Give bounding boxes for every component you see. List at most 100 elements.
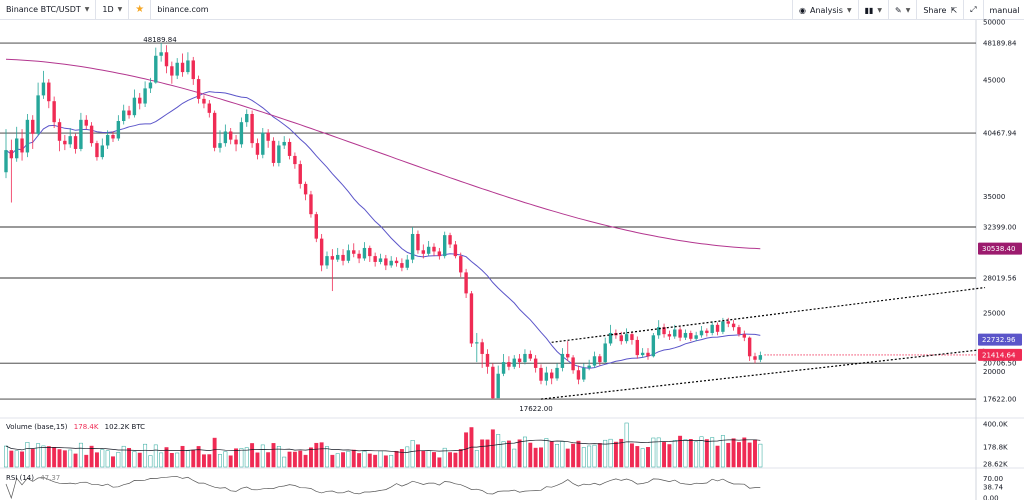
volume-bar xyxy=(592,444,597,468)
bar-style-button[interactable]: ▮▮ ▼ xyxy=(859,0,890,20)
candle-body xyxy=(298,164,302,184)
volume-bar xyxy=(458,449,463,468)
candle-body xyxy=(293,155,297,165)
chevron-down-icon: ▼ xyxy=(846,6,852,14)
volume-bar xyxy=(421,450,426,468)
volume-bar xyxy=(448,452,453,468)
volume-legend: Volume (base,15) 178.4K 102.2K BTC xyxy=(6,423,145,431)
volume-bar xyxy=(164,447,169,468)
candle-body xyxy=(523,353,527,363)
interval-selector[interactable]: 1D ▼ xyxy=(96,0,130,20)
candle-body xyxy=(170,66,174,76)
volume-bar xyxy=(309,447,313,468)
volume-bar xyxy=(405,446,410,468)
candle-body xyxy=(576,370,581,380)
symbol-selector[interactable]: Binance BTC/USDT ▼ xyxy=(0,0,97,20)
volume-bar xyxy=(207,454,212,468)
chevron-down-icon: ▼ xyxy=(905,6,911,14)
candle-body xyxy=(501,362,506,374)
rsi-name: RSI (14) xyxy=(6,474,34,482)
price-axis: 50000 45000 35000 28019.56 25000 20000 17622.0… xyxy=(978,19,1022,500)
candle-body xyxy=(507,362,511,367)
volume-bar xyxy=(325,446,329,468)
candle-body xyxy=(175,62,179,76)
candle-body xyxy=(357,253,361,259)
price-tick-label: 17622.00 xyxy=(983,396,1016,404)
candle-body xyxy=(4,150,8,173)
volume-bar xyxy=(239,448,244,468)
ma-slow-line xyxy=(5,58,761,250)
volume-bar xyxy=(442,447,447,468)
grid-layer xyxy=(0,20,1024,500)
volume-bar xyxy=(175,452,180,468)
volume-bar xyxy=(426,450,431,468)
volume-bar xyxy=(630,443,634,468)
volume-bar xyxy=(464,432,469,468)
volume-bar xyxy=(292,451,297,468)
volume-bar xyxy=(662,442,666,468)
toolbar-right: ◉ Analysis ▼ ▮▮ ▼ ✎ ▼ Share ⇱ ⤢ manual xyxy=(792,0,1024,20)
rsi-value: 47.37 xyxy=(40,474,61,482)
candle-body xyxy=(480,342,484,354)
site-label: binance.com xyxy=(151,0,214,20)
drawing-button[interactable]: ✎ ▼ xyxy=(889,0,918,20)
price-tag-label: 21414.64 xyxy=(982,351,1016,359)
candle-body xyxy=(662,327,666,335)
candle-body xyxy=(218,143,222,148)
candle-body xyxy=(710,324,714,333)
candlesticks xyxy=(4,43,763,400)
analysis-button[interactable]: ◉ Analysis ▼ xyxy=(792,0,859,20)
volume-bar xyxy=(565,448,570,468)
volume-bar xyxy=(105,450,110,468)
volume-bar xyxy=(581,447,586,468)
volume-bar xyxy=(619,438,624,468)
candle-body xyxy=(683,332,688,338)
volume-tick-label: 28.62K xyxy=(983,461,1008,469)
fullscreen-button[interactable]: ⤢ xyxy=(964,0,984,20)
volume-bar xyxy=(95,452,99,468)
user-menu[interactable]: manual xyxy=(984,0,1024,20)
volume-bar xyxy=(287,451,292,468)
volume-bar xyxy=(399,449,404,468)
volume-bar xyxy=(276,446,281,468)
rsi-tick-label: 0.00 xyxy=(983,495,999,500)
candle-body xyxy=(453,244,458,257)
price-tag-label: 30538.40 xyxy=(982,245,1015,253)
candle-body xyxy=(400,263,404,268)
volume-bar xyxy=(244,447,249,468)
candle-body xyxy=(239,122,244,145)
volume-bar xyxy=(169,453,174,468)
favorite-button[interactable]: ★ xyxy=(129,0,152,20)
candle-body xyxy=(303,183,308,195)
price-tick-label: 35000 xyxy=(983,193,1005,201)
candle-body xyxy=(485,353,490,367)
candle-body xyxy=(287,141,292,156)
volume-bar xyxy=(30,448,35,468)
candle-body xyxy=(731,323,736,328)
candle-body xyxy=(560,353,565,368)
candle-body xyxy=(742,334,746,338)
volume-bar xyxy=(453,452,458,468)
volume-bar xyxy=(357,453,362,468)
candle-body xyxy=(421,250,425,254)
candle-body xyxy=(384,258,388,266)
candle-body xyxy=(646,352,650,357)
fullscreen-icon: ⤢ xyxy=(970,5,977,14)
volume-bar xyxy=(4,445,8,468)
user-name: manual xyxy=(989,5,1020,15)
volume-value-2: 102.2K BTC xyxy=(104,423,146,431)
volume-bar xyxy=(597,443,602,468)
chevron-down-icon: ▼ xyxy=(84,6,90,13)
volume-bar xyxy=(496,434,501,468)
share-button[interactable]: Share ⇱ xyxy=(917,0,965,20)
volume-bar xyxy=(651,437,656,468)
volume-bar xyxy=(159,452,164,468)
candle-body xyxy=(699,330,704,336)
volume-bar xyxy=(753,439,757,468)
candle-body xyxy=(373,256,377,262)
candle-body xyxy=(405,259,409,268)
ma-fast-line xyxy=(5,91,761,369)
volume-bar xyxy=(539,447,543,468)
volume-bar xyxy=(704,439,709,468)
